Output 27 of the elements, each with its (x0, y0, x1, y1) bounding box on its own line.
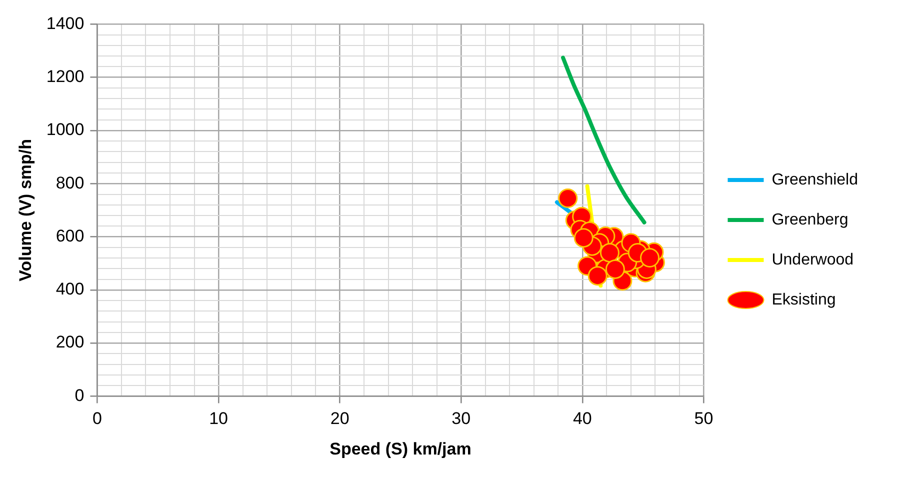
y-tick-label: 1000 (46, 120, 84, 140)
legend-label: Greenberg (772, 211, 848, 228)
legend-label: Underwood (772, 251, 854, 268)
y-tick-label: 400 (56, 280, 84, 299)
point (605, 259, 625, 279)
y-tick-label: 0 (74, 386, 84, 405)
x-tick-label: 40 (572, 409, 592, 428)
y-tick-label: 800 (56, 173, 84, 192)
x-tick-label: 10 (209, 409, 228, 428)
legend-label: Eksisting (772, 291, 836, 308)
y-tick-label: 1200 (46, 67, 84, 86)
y-tick-label: 200 (56, 332, 84, 352)
x-tick-label: 0 (92, 409, 102, 428)
line-series (561, 56, 646, 224)
x-axis-title: Speed (S) km/jam (330, 439, 472, 458)
y-axis-title: Volume (V) smp/h (16, 139, 35, 282)
x-tick-label: 20 (330, 409, 350, 428)
x-tick-label: 30 (452, 409, 471, 428)
y-tick-label: 1400 (46, 14, 84, 33)
point (574, 228, 594, 248)
point (640, 248, 660, 268)
legend-label: Greenshield (772, 171, 858, 188)
x-tick-label: 50 (694, 409, 714, 428)
point (558, 188, 578, 208)
point (588, 266, 608, 286)
point (600, 242, 620, 262)
y-tick-label: 600 (56, 226, 84, 246)
